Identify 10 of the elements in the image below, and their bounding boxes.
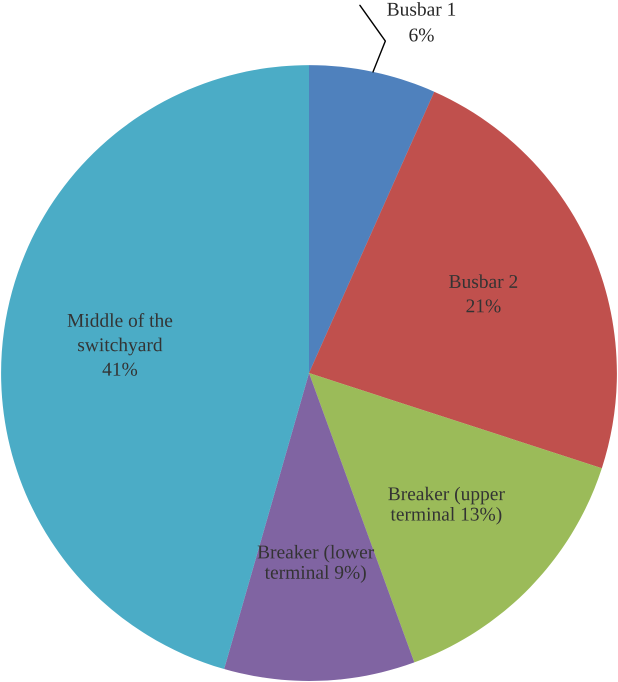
slice-label: Busbar 1 [387,2,456,16]
data-label: 6% [409,28,434,42]
slice-label: Busbar 2 [449,274,518,288]
data-label: 21% [466,299,501,313]
pie-slice [309,92,617,468]
slice-label: Breaker (lower terminal 9%) [258,544,374,583]
slice-label: Middle of the switchyard [68,313,172,356]
pie-slice [309,65,434,374]
slice-label: Breaker (upper terminal 13%) [388,486,505,525]
data-label: 41% [102,362,138,376]
